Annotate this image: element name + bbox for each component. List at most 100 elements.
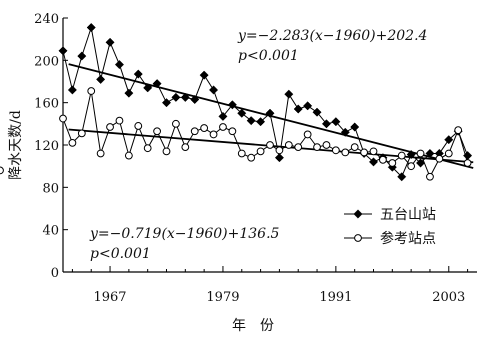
- point-0-1995: [368, 157, 379, 167]
- point-0-1971: [143, 83, 153, 93]
- point-1-1968: [115, 116, 124, 125]
- point-0-1962: [58, 46, 68, 56]
- point-1-2004: [454, 126, 463, 135]
- x-axis-label: 年 份: [232, 318, 274, 334]
- x-tick-label-2003: 2003: [432, 290, 465, 305]
- point-1-1975: [181, 143, 190, 152]
- point-0-1988: [303, 101, 313, 111]
- point-1-2002: [435, 154, 444, 163]
- y-tick-label-160: 160: [34, 97, 59, 112]
- trend-pvalue-wutaishan: p<0.001: [238, 48, 299, 64]
- point-1-1963: [68, 138, 77, 147]
- point-0-1965: [86, 22, 96, 33]
- point-0-1979: [218, 111, 228, 121]
- point-1-1970: [134, 122, 143, 130]
- point-0-1972: [152, 79, 162, 89]
- point-1-1983: [256, 147, 265, 156]
- legend: [344, 209, 372, 242]
- point-0-1985: [274, 153, 284, 163]
- point-1-1987: [294, 143, 303, 152]
- y-tick-label-120: 120: [34, 139, 59, 154]
- point-0-2003: [444, 135, 454, 145]
- point-0-1974: [171, 92, 181, 102]
- point-1-1988: [303, 130, 312, 139]
- series-layer: [0, 22, 473, 182]
- point-0-1998: [397, 172, 407, 182]
- point-1-1977: [200, 124, 209, 132]
- legend-label-reference: 参考站点: [380, 230, 436, 247]
- legend-marker-wutaishan: [353, 209, 363, 219]
- x-tick-label-1991: 1991: [319, 290, 352, 305]
- point-1-1978: [209, 130, 218, 139]
- trend-equation-reference: y=−0.719(x−1960)+136.5: [89, 226, 280, 242]
- point-0-1984: [265, 108, 275, 118]
- point-1-1984: [266, 141, 274, 149]
- point-1-1997: [388, 159, 397, 167]
- x-tick-label-1967: 1967: [93, 290, 126, 305]
- point-1-1973: [162, 147, 171, 156]
- point-1-1993: [350, 143, 359, 152]
- point-0-1992: [340, 127, 350, 137]
- point-0-1981: [237, 108, 247, 118]
- point-0-1982: [246, 116, 256, 126]
- point-1-1985: [275, 146, 284, 155]
- y-tick-label-200: 200: [34, 54, 59, 69]
- point-0-1983: [256, 117, 266, 127]
- point-1-1966: [96, 149, 105, 158]
- point-1-1967: [106, 123, 114, 131]
- point-1-1996: [379, 155, 387, 164]
- point-1-1971: [143, 144, 152, 153]
- point-1-1982: [247, 153, 256, 162]
- point-0-1967: [105, 37, 115, 47]
- point-0-1989: [312, 107, 322, 117]
- point-1-1986: [284, 141, 293, 149]
- point-0-1963: [67, 85, 77, 95]
- point-0-2001: [425, 148, 435, 159]
- point-0-1973: [161, 98, 172, 108]
- point-0-1976: [190, 94, 200, 105]
- y-tick-label-0: 0: [51, 266, 59, 281]
- point-1-undefined: [0, 166, 4, 175]
- text-layer: y=−2.283(x−1960)+202.4 p<0.001 y=−0.719(…: [8, 28, 436, 334]
- point-0-1991: [331, 117, 341, 127]
- point-1-1994: [360, 148, 368, 157]
- point-1-1976: [190, 127, 199, 136]
- point-1-2003: [444, 149, 453, 158]
- point-1-1972: [153, 127, 161, 136]
- point-1-1981: [237, 149, 246, 158]
- point-1-1965: [87, 87, 96, 95]
- point-0-1964: [77, 51, 87, 61]
- point-0-1993: [350, 122, 360, 132]
- point-1-1962: [59, 114, 67, 123]
- y-tick-label-40: 40: [42, 224, 59, 239]
- y-axis-label: 降水天数/d: [8, 110, 24, 180]
- x-tick-label-1979: 1979: [206, 290, 239, 305]
- point-0-1987: [293, 104, 303, 114]
- y-tick-label-80: 80: [42, 181, 59, 196]
- point-0-1978: [208, 85, 219, 95]
- point-0-1970: [133, 69, 143, 79]
- point-1-1969: [124, 151, 133, 160]
- point-1-1990: [322, 141, 331, 149]
- point-0-1966: [96, 74, 106, 84]
- legend-label-wutaishan: 五台山站: [380, 207, 436, 223]
- point-0-1968: [114, 60, 125, 70]
- point-0-1975: [180, 92, 190, 102]
- point-1-1974: [172, 119, 180, 128]
- point-1-1980: [228, 127, 237, 136]
- point-1-1991: [331, 146, 340, 155]
- point-1-2001: [426, 172, 434, 181]
- point-1-1999: [407, 162, 416, 171]
- series-0: [58, 22, 473, 182]
- point-1-1998: [397, 151, 406, 160]
- point-1-1979: [219, 123, 227, 131]
- point-1-2000: [416, 149, 425, 158]
- point-0-1999: [406, 149, 416, 160]
- point-0-1990: [321, 119, 332, 129]
- point-1-1989: [313, 143, 321, 152]
- point-1-1992: [341, 148, 350, 157]
- point-1-1964: [77, 129, 86, 138]
- trend-pvalue-reference: p<0.001: [90, 246, 151, 262]
